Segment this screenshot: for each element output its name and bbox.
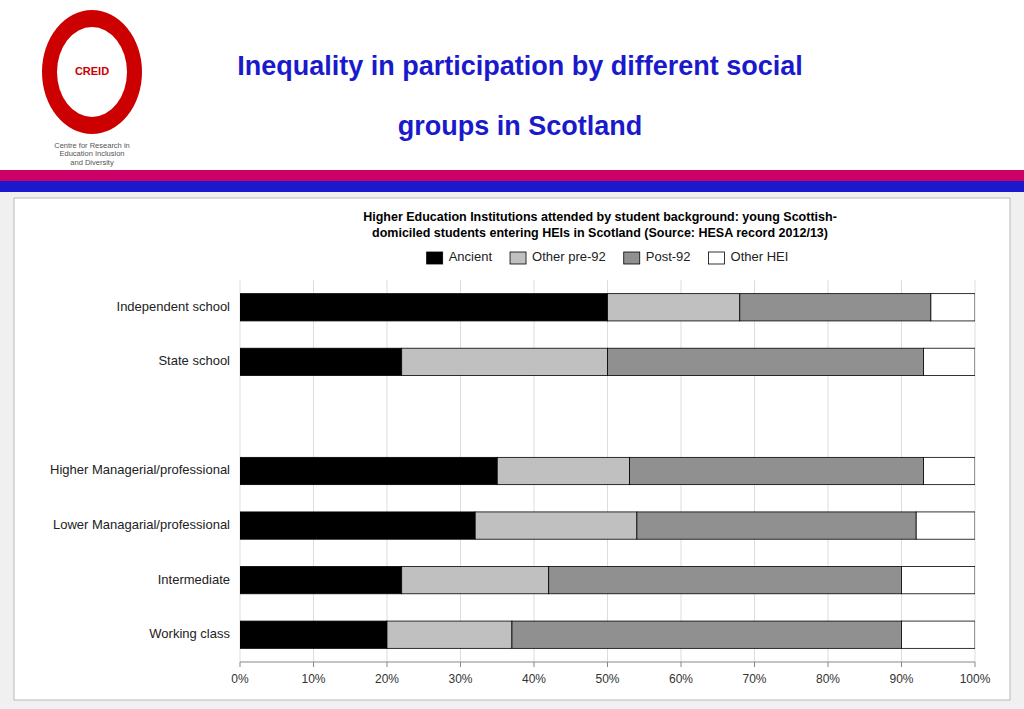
category-label: Intermediate — [158, 572, 230, 587]
legend-item: Post-92 — [624, 249, 691, 264]
bar — [387, 621, 512, 648]
bar — [240, 621, 387, 648]
chart: Inequality in participation by different… — [0, 0, 1024, 709]
bar — [240, 294, 608, 321]
category-label: Higher Managerial/professional — [50, 462, 230, 477]
bar — [630, 457, 924, 484]
stripe — [0, 170, 1024, 181]
category-label: Lower Managarial/professional — [53, 517, 230, 532]
legend-item: Ancient — [427, 249, 493, 264]
bar — [240, 403, 241, 430]
header — [0, 0, 1024, 170]
tick-label: 10% — [301, 672, 325, 686]
legend: Ancient Other pre-92 Post-92 Other HEI — [427, 249, 789, 264]
bar — [608, 294, 740, 321]
subtitle: Higher Education Institutions attended b… — [363, 210, 837, 224]
bar — [902, 567, 976, 594]
legend-label: Post-92 — [646, 249, 691, 264]
bar — [512, 621, 902, 648]
tick-label: 70% — [742, 672, 766, 686]
bar — [637, 512, 916, 539]
x-axis: 0% 10% 20% 30% 40% 50% 60% 70% 80% 90% 100% — [231, 662, 990, 686]
bar — [475, 512, 637, 539]
category-label: Working class — [149, 626, 230, 641]
tick-label: 100% — [960, 672, 991, 686]
tick-label: 20% — [375, 672, 399, 686]
bar — [549, 567, 902, 594]
bar — [240, 403, 241, 430]
legend-swatch — [510, 252, 526, 264]
bar — [931, 294, 975, 321]
legend-item: Other HEI — [709, 249, 789, 264]
panel — [14, 198, 1010, 700]
category-label: Independent school — [117, 299, 231, 314]
axis-line — [240, 662, 975, 663]
logo — [57, 27, 127, 117]
title: groups in Scotland — [398, 111, 643, 141]
legend-label: Other HEI — [731, 249, 789, 264]
background — [0, 0, 1024, 709]
tick-label: 80% — [816, 672, 840, 686]
legend-swatch — [709, 252, 725, 264]
bar — [240, 348, 402, 375]
tick-label: 50% — [595, 672, 619, 686]
tick — [460, 662, 461, 667]
legend-swatch — [427, 252, 443, 264]
tick — [240, 662, 241, 667]
annotation: and Diversity — [70, 158, 114, 167]
tick — [681, 662, 682, 667]
bars — [240, 294, 975, 649]
y-axis: Working class Intermediate Lower Managaria… — [50, 299, 230, 641]
legend-item: Other pre-92 — [510, 249, 606, 264]
bar — [240, 567, 402, 594]
category-label: State school — [158, 353, 230, 368]
bar — [902, 621, 976, 648]
tick — [975, 662, 976, 667]
stripe — [0, 181, 1024, 192]
bar — [402, 567, 549, 594]
tick — [607, 662, 608, 667]
tick-label: 60% — [669, 672, 693, 686]
bar — [240, 512, 475, 539]
bar — [924, 348, 975, 375]
legend-label: Other pre-92 — [532, 249, 606, 264]
tick-label: 30% — [448, 672, 472, 686]
bar — [924, 457, 975, 484]
tick — [313, 662, 314, 667]
bar — [916, 512, 975, 539]
bar — [497, 457, 629, 484]
tick — [534, 662, 535, 667]
tick-label: 90% — [889, 672, 913, 686]
bar — [240, 403, 241, 430]
tick — [828, 662, 829, 667]
legend-label: Ancient — [449, 249, 493, 264]
subtitle: domiciled students entering HEIs in Scot… — [372, 226, 828, 240]
logo — [42, 10, 142, 134]
tick — [754, 662, 755, 667]
bar — [240, 403, 241, 430]
bar — [740, 294, 931, 321]
bar — [240, 457, 497, 484]
tick-label: 0% — [231, 672, 249, 686]
bar — [608, 348, 924, 375]
tick — [901, 662, 902, 667]
bar — [402, 348, 608, 375]
annotation: CREID — [75, 65, 109, 77]
legend-swatch — [624, 252, 640, 264]
tick-label: 40% — [522, 672, 546, 686]
grid — [240, 280, 975, 662]
tick — [387, 662, 388, 667]
title: Inequality in participation by different… — [237, 51, 803, 81]
